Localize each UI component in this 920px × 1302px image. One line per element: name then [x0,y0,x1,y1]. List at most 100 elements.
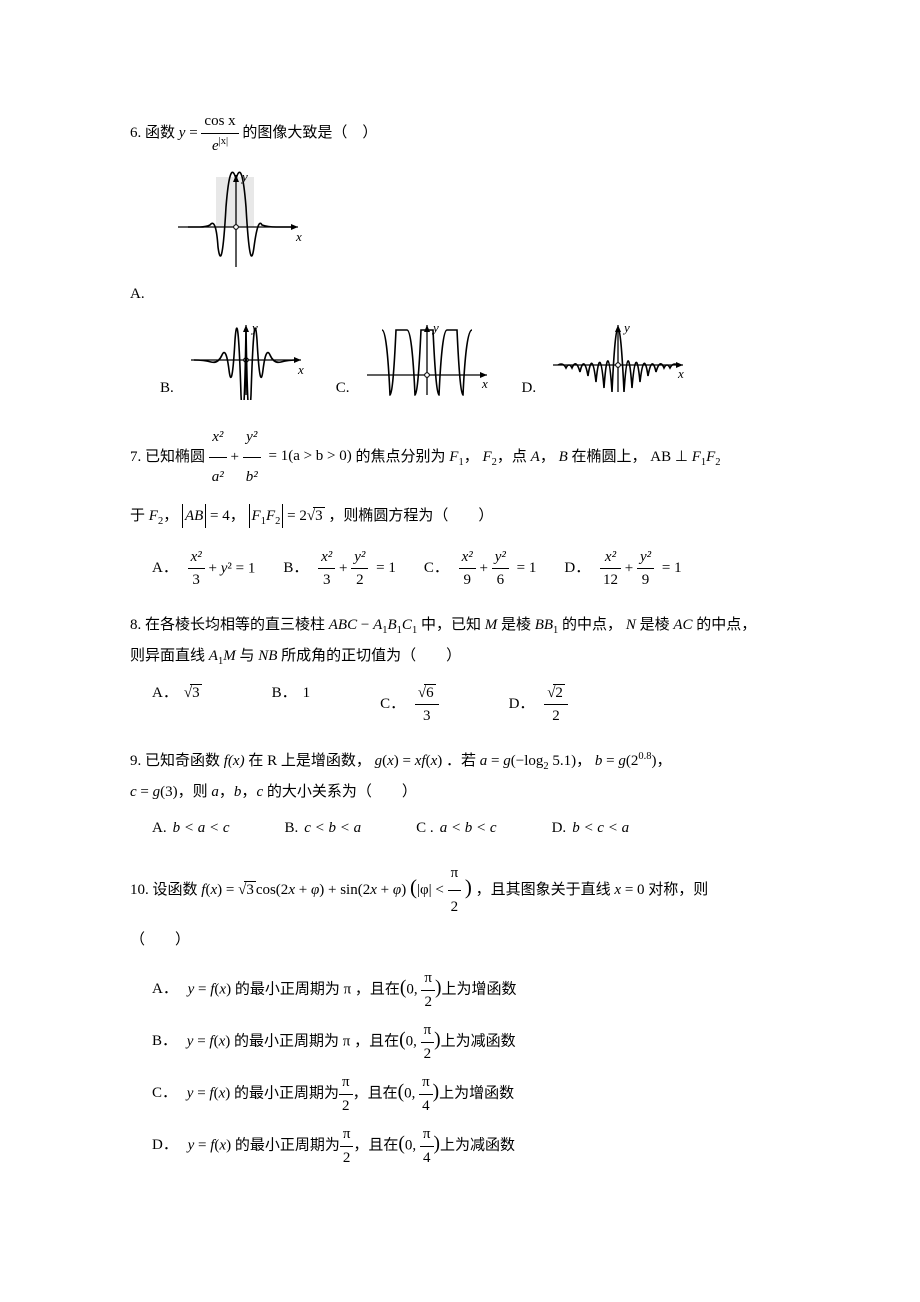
q7-la: A． [152,560,178,576]
q10d-hd: 4 [420,1146,434,1170]
q7-lb: B． [283,560,308,576]
q7-b2: b² [246,469,258,485]
svg-text:y: y [622,320,630,335]
q9-s3: ．若 [446,753,480,769]
q7-f2: F [482,448,491,464]
q8-s6: 的中点， [696,617,756,633]
q7c-y2: y² [495,549,506,565]
q6-graph-d: x y [548,320,688,400]
q10b-p: 上为减函数 [441,1033,516,1049]
q10-pin: π [448,857,462,890]
q9-opt-b: B. c < b < a [285,817,362,840]
question-9: 9. 已知奇函数 f(x) 在 R 上是增函数， g(x) = xf(x) ．若… [130,746,810,840]
q10b-lo: 0 [406,1033,414,1049]
q8-s8: 所成角的正切值为（ ） [281,648,461,664]
q9-s2: 在 R 上是增函数， [248,753,371,769]
q7-a: A [531,448,540,464]
q8-opt-d: D． √22 [509,682,568,728]
q9-la: A. [152,820,167,836]
svg-text:x: x [677,366,684,381]
q9-bv: c < b < a [304,820,361,836]
q7-lc: C． [424,560,449,576]
q10-num: 10. [130,882,149,898]
q9-s4: ，则 [178,784,212,800]
q7d-y2: y² [640,549,651,565]
q8-s2: 中，已知 [421,617,481,633]
q8-opt-a: A．√3 [152,682,202,728]
q7-number: 7. [130,448,141,464]
q9-fx: f(x) [224,753,245,769]
q7d-r: = 1 [662,560,682,576]
q7-abs-ab: AB [182,504,206,528]
q9-opt-c: C . a < b < c [416,817,496,840]
q10d-p: 上为减函数 [440,1137,515,1153]
q7-a2: a² [212,469,224,485]
q8-ld: D． [509,696,535,712]
q8-bv: 1 [303,685,311,701]
q7-c4: ， [163,508,178,524]
q7-pre: 已知椭圆 [145,448,209,464]
question-6: 6. 函数 y = cos x e|x| 的图像大致是（ ） x y [130,110,810,400]
q10d-hn: π [420,1123,434,1146]
q7-c2: ，点 [497,448,527,464]
q8-ac: AC [673,617,692,633]
q9-s5: 的大小关系为（ ） [267,784,417,800]
q9-c2: ， [656,753,671,769]
q7-opts: A． x²3 + y² = 1 B． x²3 + y²2 = 1 C． x²9 … [152,546,810,592]
q9-cv: a < b < c [440,820,497,836]
q7-f2b: F [149,508,158,524]
q7-opt-c: C． x²9 + y²6 = 1 [424,546,537,592]
q7-x2a: x² [212,429,223,445]
q7-f1f2eq: = [287,508,295,524]
q7-stem: 7. 已知椭圆 x²a² + y²b² = 1(a > b > 0) 的焦点分别… [130,418,810,536]
q10b-hd: 2 [421,1042,435,1066]
q6-graph-b: x y [186,320,306,400]
q7-opt-d: D． x²12 + y²9 = 1 [564,546,681,592]
q6-opts-bcd: B. x y C. x y [160,320,810,400]
q7c-d1: 9 [459,568,476,592]
q9-av: b < a < c [173,820,230,836]
q6-pre: 函数 [145,125,179,141]
q7d-d2: 9 [637,568,654,592]
q10a-lo: 0 [406,981,414,997]
q6-opt-a-row: x y A. [130,167,810,306]
q7d-x2: x² [605,549,616,565]
q7b-y2: y² [354,549,365,565]
q10-paren: （ ） [130,932,190,948]
q7b-d2: 2 [351,568,368,592]
q7-abs-f1f2: F1F2 [249,504,284,528]
q8-s5: 是棱 [640,617,674,633]
q8-opt-c: C． √63 [380,682,439,728]
q9-lc: C . [416,820,434,836]
q9-s1: 已知奇函数 [145,753,220,769]
q7-post1: 在椭圆上， [572,448,647,464]
q7-abeq: = 4 [210,508,230,524]
q8-opt-b: B．1 [272,682,311,728]
q6-label-d: D. [522,377,537,400]
q10-opt-d: D． y = f(x) 的最小正周期为π2，且在(0, π4)上为减函数 [152,1123,810,1169]
q7-opt-a: A． x²3 + y² = 1 [152,546,255,592]
q10-pid: 2 [448,890,462,924]
q10-lb: B． [152,1033,177,1049]
q10-ld: D． [152,1137,178,1153]
q10c-lo: 0 [404,1085,412,1101]
q10d-m: ，且在 [353,1137,398,1153]
q8-opts: A．√3 B．1 C． √63 D． √22 [152,682,810,728]
q7c-x2: x² [462,549,473,565]
q8-cd: 3 [415,704,439,728]
q6-den-exp: |x| [219,136,228,147]
q8-nb: NB [258,648,277,664]
q9-lb: B. [285,820,299,836]
q10-opt-c: C． y = f(x) 的最小正周期为π2，且在(0, π4)上为增函数 [152,1071,810,1117]
q8-s7: 则异面直线 [130,648,209,664]
q8-s3: 是棱 [501,617,535,633]
q8-la: A． [152,685,178,701]
svg-text:x: x [481,376,488,391]
q10d-lo: 0 [405,1137,413,1153]
q10-opt-b: B． y = f(x) 的最小正周期为 π ，且在(0, π2)上为减函数 [152,1019,810,1065]
q10a-hn: π [421,967,435,990]
q10-lc: C． [152,1085,177,1101]
q7b-r: = 1 [376,560,396,576]
q7-cond: = 1(a > b > 0) [268,448,351,464]
q6-label-a: A. [130,286,145,302]
